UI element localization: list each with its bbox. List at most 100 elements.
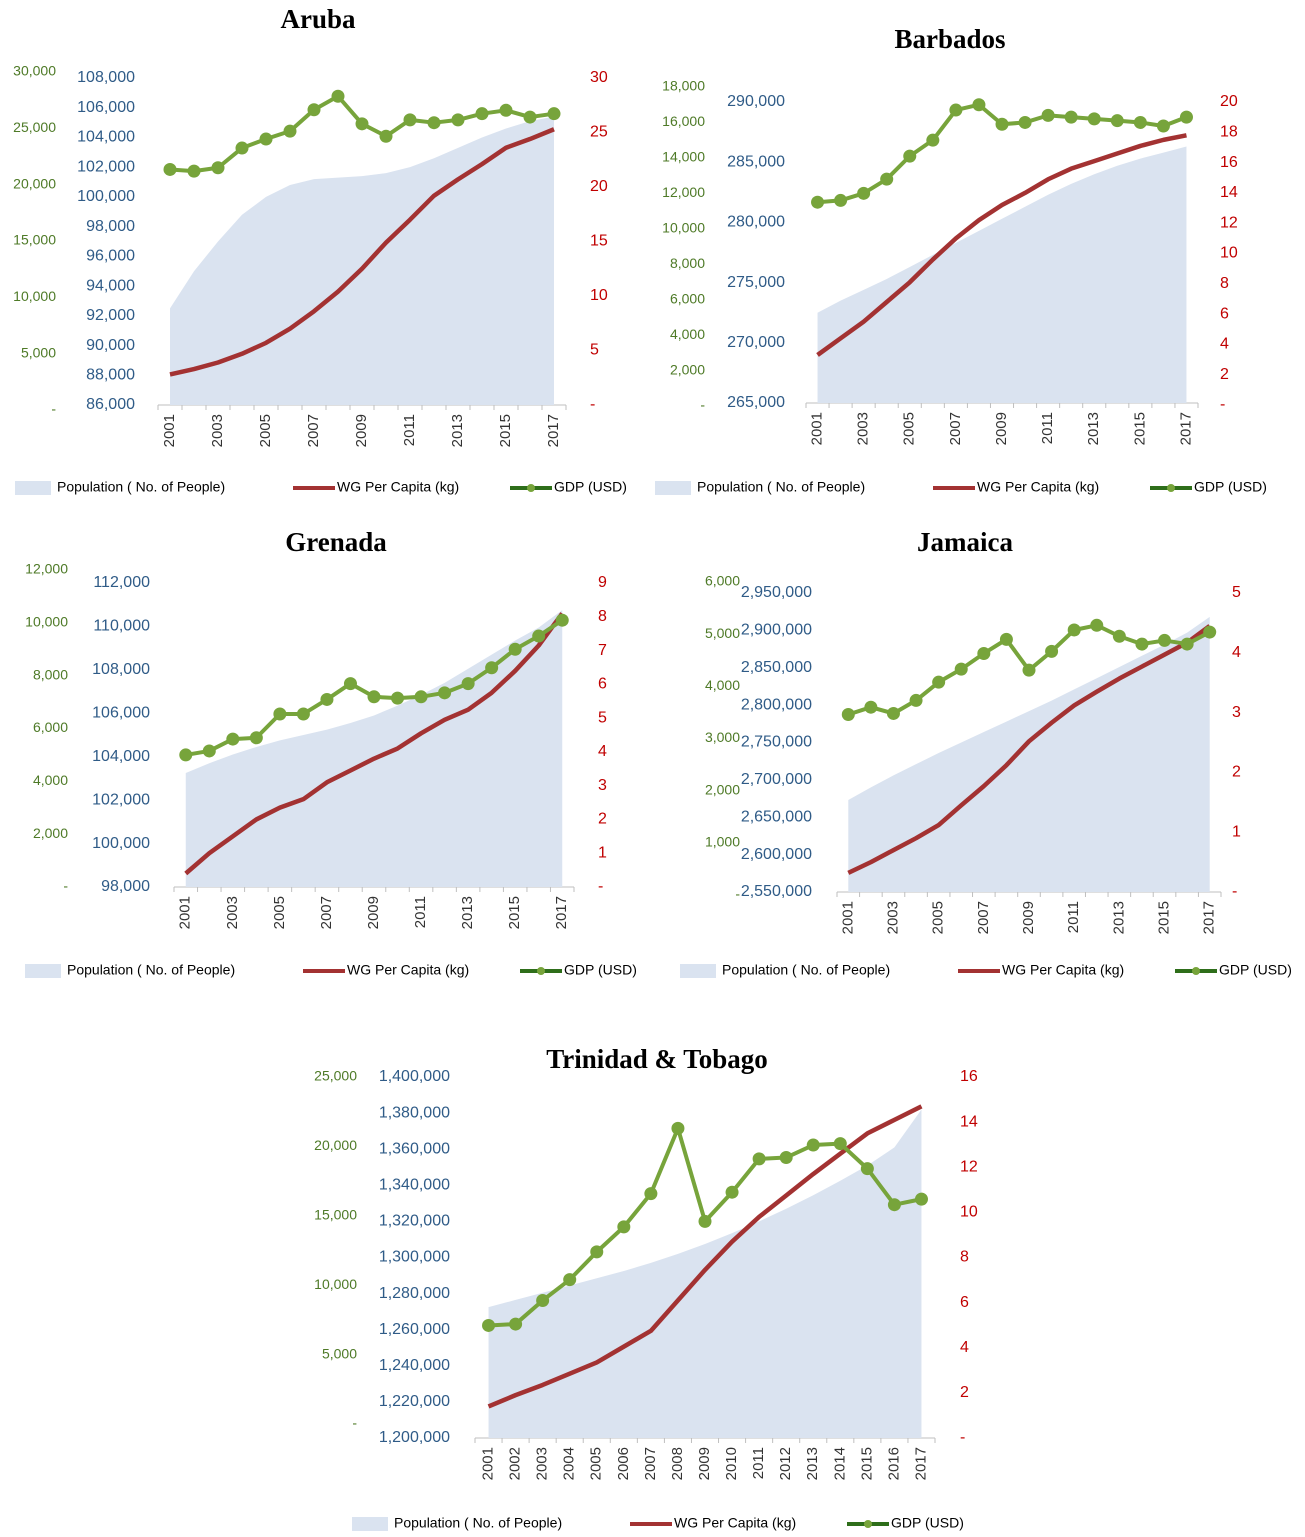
x-tick-label: 2014: [831, 1447, 848, 1480]
y2-tick-label: 18: [1220, 124, 1238, 141]
x-tick-label: 2001: [161, 414, 178, 447]
legend-swatch: [655, 481, 691, 495]
y3-tick-label: 5,000: [322, 1345, 357, 1361]
x-tick-label: 2015: [858, 1447, 875, 1480]
y2-tick-label: 4: [1232, 644, 1241, 661]
x-tick-label: 2005: [271, 896, 288, 929]
x-tick-label: 2003: [224, 896, 241, 929]
y-tick-label: 1,320,000: [379, 1213, 450, 1230]
y2-tick-label: 4: [960, 1339, 969, 1356]
data-point: [1041, 108, 1055, 122]
y-tick-label: 2,900,000: [741, 622, 812, 639]
y-tick-label: 88,000: [86, 366, 135, 383]
data-point: [427, 116, 441, 130]
data-point: [273, 707, 287, 721]
x-tick-label: 2004: [561, 1447, 578, 1480]
data-point: [523, 110, 537, 124]
y-tick-label: 102,000: [77, 158, 135, 175]
y-tick-label: 1,220,000: [379, 1393, 450, 1410]
y2-tick-label: 1: [1232, 823, 1241, 840]
x-tick-label: 2017: [912, 1447, 929, 1480]
legend-label: WG Per Capita (kg): [1002, 962, 1124, 978]
data-point: [903, 149, 917, 163]
data-point: [331, 89, 345, 103]
data-point: [887, 1198, 901, 1212]
x-tick-label: 2007: [318, 896, 335, 929]
population-area: [170, 116, 554, 406]
x-tick-label: 2013: [1110, 901, 1127, 934]
data-point: [1112, 629, 1126, 643]
y-tick-label: 90,000: [86, 337, 135, 354]
data-point: [226, 732, 240, 746]
y3-tick-label: 6,000: [670, 290, 705, 306]
y3-tick-label: 4,000: [33, 772, 68, 788]
y-tick-label: 1,380,000: [379, 1104, 450, 1121]
x-tick-label: 2006: [615, 1447, 632, 1480]
data-point: [1064, 110, 1078, 124]
chart-title: Aruba: [280, 4, 356, 34]
y3-tick-label: -: [700, 397, 705, 413]
y2-tick-label: 12: [960, 1158, 978, 1175]
x-tick-label: 2001: [839, 901, 856, 934]
data-point: [909, 693, 923, 707]
y-tick-label: 285,000: [727, 153, 785, 170]
data-point: [1203, 625, 1217, 639]
data-point: [249, 731, 263, 745]
data-point: [211, 161, 225, 175]
y-tick-label: 108,000: [92, 661, 150, 678]
chart-title: Trinidad & Tobago: [546, 1044, 768, 1074]
y2-tick-label: -: [1232, 883, 1237, 900]
x-tick-label: 2011: [401, 414, 418, 446]
y3-tick-label: 10,000: [314, 1276, 357, 1292]
y2-tick-label: 3: [598, 777, 607, 794]
data-point: [259, 132, 273, 146]
y2-tick-label: 8: [960, 1249, 969, 1266]
x-tick-label: 2009: [696, 1447, 713, 1480]
y2-tick-label: 5: [1232, 584, 1241, 601]
y3-tick-label: 25,000: [13, 119, 56, 135]
x-tick-label: 2010: [723, 1447, 740, 1480]
data-point: [179, 748, 193, 762]
population-area: [817, 146, 1187, 403]
x-tick-label: 2001: [479, 1447, 496, 1480]
y-tick-label: 270,000: [727, 334, 785, 351]
data-point: [806, 1138, 820, 1152]
y-tick-label: 290,000: [727, 93, 785, 110]
y2-tick-label: 5: [598, 709, 607, 726]
y-tick-label: 2,650,000: [741, 808, 812, 825]
y-tick-label: 98,000: [101, 878, 150, 895]
chart-title: Grenada: [285, 527, 387, 557]
y-tick-label: 108,000: [77, 69, 135, 86]
y3-tick-label: 10,000: [662, 219, 705, 235]
x-tick-label: 2005: [930, 901, 947, 934]
y2-tick-label: 12: [1220, 214, 1238, 231]
x-tick-label: 2015: [1155, 901, 1172, 934]
legend-marker: [1167, 484, 1175, 492]
x-tick-label: 2003: [534, 1447, 551, 1480]
legend-marker: [864, 1520, 872, 1528]
legend-marker: [527, 484, 535, 492]
data-point: [451, 113, 465, 127]
y-tick-label: 92,000: [86, 307, 135, 324]
y2-tick-label: 6: [1220, 305, 1229, 322]
data-point: [343, 677, 357, 691]
x-tick-label: 2003: [209, 414, 226, 447]
data-point: [880, 172, 894, 186]
y-tick-label: 104,000: [92, 748, 150, 765]
data-point: [482, 1318, 496, 1332]
y3-tick-label: 1,000: [705, 834, 740, 850]
y3-tick-label: 20,000: [314, 1137, 357, 1153]
x-tick-label: 2015: [506, 896, 523, 929]
population-area: [488, 1109, 922, 1438]
y-tick-label: 110,000: [93, 618, 150, 635]
data-point: [972, 98, 986, 112]
x-tick-label: 2013: [1085, 412, 1102, 445]
y3-tick-label: 12,000: [662, 184, 705, 200]
y-tick-label: 265,000: [727, 394, 785, 411]
series-line: [847, 624, 1212, 875]
y3-tick-label: 15,000: [314, 1207, 357, 1223]
y3-tick-label: 2,000: [705, 781, 740, 797]
series-line: [487, 1104, 923, 1409]
data-point: [1156, 119, 1170, 133]
y-tick-label: 100,000: [92, 835, 150, 852]
